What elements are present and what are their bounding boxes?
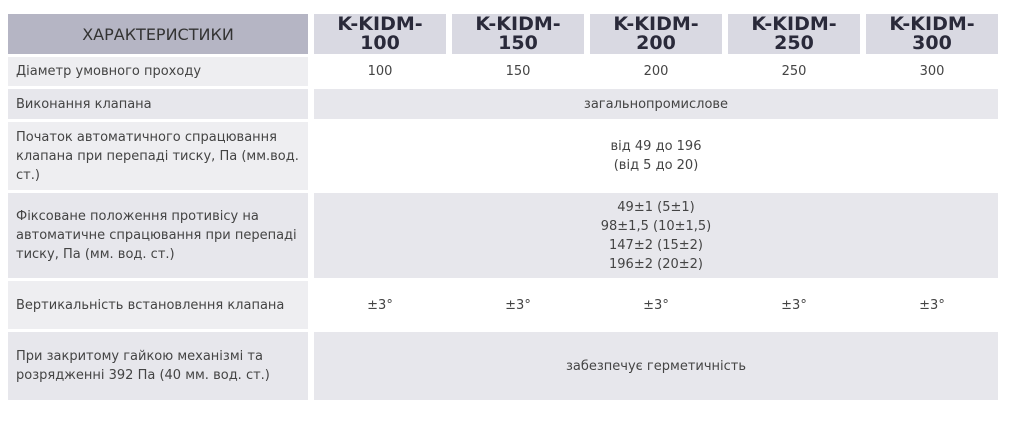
value-cell: від 49 до 196 (від 5 до 20) [314,122,998,190]
header-cell: ХАРАКТЕРИСТИКИ [8,14,308,54]
value-line: забезпечує герметичність [565,358,747,374]
row-label: Вертикальність встановлення клапана [8,281,308,329]
value-cell: забезпечує герметичність [314,332,998,400]
table-row: Діаметр умовного проходу 100 150 200 250 300 [8,57,998,86]
spec-table-wrap: ХАРАКТЕРИСТИКИ K-KIDM-100 K-KIDM-150 K-KIDM… [2,11,1004,403]
value-line: ±3° [505,297,531,313]
value-line: 100 [367,64,393,79]
value-line: ±3° [367,297,393,313]
table-row: Виконання клапана загальнопромислове [8,89,998,119]
value-line: (від 5 до 20) [613,158,699,173]
value-cell: ±3° [728,281,860,329]
value-line: 250 [781,64,807,79]
value-cell: 250 [728,57,860,86]
row-label: Початок автоматичного спрацювання клапан… [8,122,308,190]
header-cell: K-KIDM-200 [590,14,722,54]
value-line: ±3° [919,297,945,313]
value-cell: 150 [452,57,584,86]
value-line: від 49 до 196 [610,139,702,154]
header-row: ХАРАКТЕРИСТИКИ K-KIDM-100 K-KIDM-150 K-KIDM… [8,14,998,54]
header-cell: K-KIDM-250 [728,14,860,54]
value-line: загальнопромислове [583,96,729,112]
row-label: Виконання клапана [8,89,308,119]
row-label: Фіксоване положення противісу на автомат… [8,193,308,278]
header-cell: K-KIDM-100 [314,14,446,54]
value-cell: ±3° [314,281,446,329]
row-label: При закритому гайкою механізмі та розряд… [8,332,308,400]
value-line: 196±2 (20±2) [609,256,703,272]
value-cell: ±3° [452,281,584,329]
spec-table: ХАРАКТЕРИСТИКИ K-KIDM-100 K-KIDM-150 K-KIDM… [2,11,1004,403]
value-cell: ±3° [590,281,722,329]
value-cell: ±3° [866,281,998,329]
value-cell: 100 [314,57,446,86]
value-line: 98±1,5 (10±1,5) [600,218,712,234]
value-cell: 200 [590,57,722,86]
value-line: 147±2 (15±2) [609,237,703,253]
header-cell: K-KIDM-300 [866,14,998,54]
header-cell: K-KIDM-150 [452,14,584,54]
value-line: ±3° [781,297,807,313]
table-row: Початок автоматичного спрацювання клапан… [8,122,998,190]
value-line: 49±1 (5±1) [617,199,695,215]
value-line: 200 [643,64,669,79]
value-cell: 49±1 (5±1) 98±1,5 (10±1,5) 147±2 (15±2) 196… [314,193,998,278]
table-row: При закритому гайкою механізмі та розряд… [8,332,998,400]
value-cell: загальнопромислове [314,89,998,119]
value-line: 300 [919,64,945,79]
value-line: 150 [505,64,531,79]
table-row: Фіксоване положення противісу на автомат… [8,193,998,278]
value-cell: 300 [866,57,998,86]
table-row: Вертикальність встановлення клапана ±3° ±3… [8,281,998,329]
row-label: Діаметр умовного проходу [8,57,308,86]
value-line: ±3° [643,297,669,313]
